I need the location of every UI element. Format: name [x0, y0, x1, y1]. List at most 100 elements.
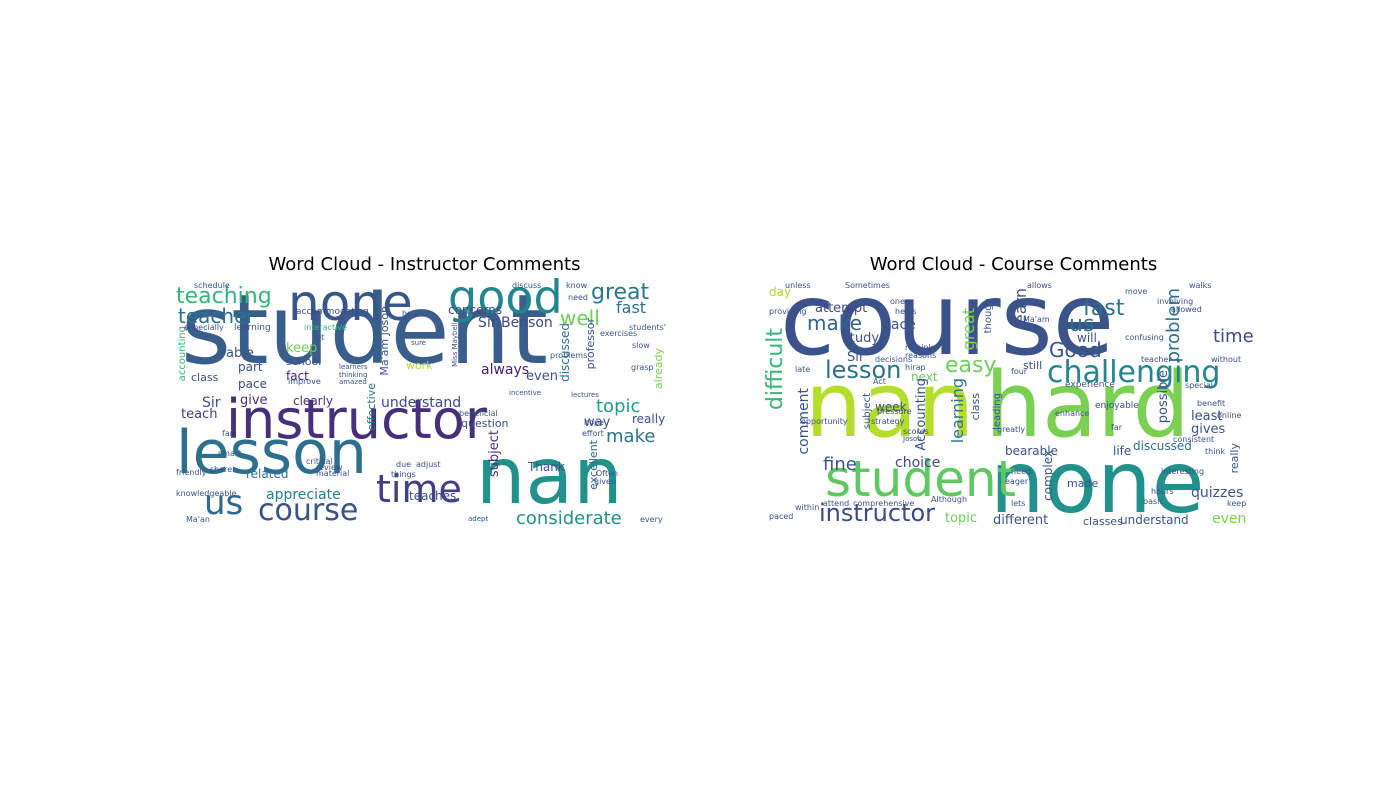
cloud-word: pace — [238, 377, 267, 391]
cloud-word: material — [316, 469, 350, 478]
cloud-word: hours — [1151, 487, 1174, 496]
cloud-word: comprehensive — [853, 499, 915, 508]
cloud-word: always — [481, 362, 530, 378]
cloud-word: four — [1011, 367, 1028, 376]
cloud-word: sure — [411, 339, 427, 347]
cloud-word: really — [632, 412, 666, 426]
cloud-word: make — [807, 311, 862, 335]
cloud-word: class — [969, 393, 982, 421]
cloud-word: even — [526, 369, 558, 384]
cloud-word: Ma'am Joson — [378, 306, 391, 376]
cloud-word: opportunity — [801, 417, 848, 426]
cloud-word: complex — [1041, 450, 1055, 501]
cloud-word: basic — [1143, 497, 1164, 506]
cloud-word: fact — [286, 369, 309, 383]
cloud-word: Joson — [903, 435, 922, 443]
cloud-word: without — [1211, 355, 1242, 364]
cloud-word: easy — [945, 353, 997, 378]
cloud-word: pace — [882, 317, 916, 333]
cloud-word: subject — [487, 430, 502, 478]
cloud-word: concerns — [448, 303, 503, 317]
cloud-word: Often — [596, 469, 619, 478]
cloud-word: student — [825, 450, 1017, 508]
cloud-word: great — [959, 308, 978, 351]
cloud-word: schedule — [194, 281, 230, 290]
cloud-word: appreciate — [266, 487, 341, 503]
cloud-word: teaches — [409, 489, 457, 503]
cloud-word: nan — [476, 432, 623, 522]
cloud-word: Act — [873, 377, 886, 386]
cloud-word: fast — [616, 298, 647, 317]
cloud-word: topic — [596, 396, 641, 417]
cloud-word: class — [191, 371, 219, 384]
cloud-word: next — [911, 370, 938, 384]
cloud-word: time — [376, 467, 462, 511]
cloud-word: week — [875, 400, 907, 414]
cloud-word: hirap — [905, 363, 926, 372]
cloud-word: eager — [1005, 477, 1029, 486]
cloud-word: bearable — [1005, 444, 1058, 458]
cloud-word: understand — [381, 395, 462, 411]
cloud-word: day — [769, 285, 792, 299]
cloud-word: strategy — [871, 417, 905, 426]
cloud-word: Although — [931, 495, 968, 504]
cloud-word: decisions — [875, 355, 913, 364]
cloud-word: benefit — [1197, 399, 1226, 408]
cloud-word: none — [288, 278, 413, 332]
cloud-word: able — [226, 346, 254, 361]
cloud-word: move — [1125, 287, 1148, 296]
cloud-word: accommodating — [296, 307, 369, 317]
cloud-word: Thank — [528, 460, 565, 474]
panel-title-instructor: Word Cloud - Instructor Comments — [268, 254, 581, 275]
cloud-word: challenging — [1047, 355, 1221, 390]
cloud-word: make — [606, 426, 656, 447]
cloud-word: adept — [468, 515, 489, 523]
cloud-word: confusing — [1125, 333, 1164, 342]
cloud-word: incentive — [509, 389, 542, 397]
cloud-word: question — [461, 417, 509, 430]
cloud-word: way — [584, 415, 611, 430]
cloud-word: Sir — [202, 395, 221, 411]
cloud-word: pressure — [877, 407, 912, 416]
cloud-word: amazed — [339, 378, 367, 386]
cloud-word: far — [222, 429, 234, 438]
cloud-word: learners — [339, 363, 368, 371]
cloud-word: lesson — [176, 418, 367, 488]
cloud-word: lets — [1011, 499, 1026, 508]
cloud-word: enhance — [1055, 409, 1090, 418]
cloud-word: especially — [184, 323, 224, 332]
cloud-word: considerate — [516, 508, 622, 529]
word-cloud-instructor: student instructor lesson nan none good time co… — [176, 278, 673, 529]
cloud-word: Sometimes — [845, 281, 890, 290]
cloud-word: least — [1191, 409, 1223, 424]
cloud-word: beneficial — [459, 409, 498, 418]
cloud-word: student — [181, 278, 548, 386]
cloud-word: though — [983, 298, 994, 334]
cloud-word: learning — [234, 323, 271, 333]
cloud-word: keep — [286, 341, 318, 356]
cloud-word: accounting — [177, 326, 188, 382]
cloud-word: different — [993, 513, 1049, 528]
panel-title-course: Word Cloud - Course Comments — [869, 254, 1158, 275]
cloud-word: teach — [181, 407, 218, 422]
cloud-word: teaching — [176, 284, 272, 309]
cloud-word: within — [795, 503, 820, 512]
cloud-word: review — [316, 463, 343, 472]
cloud-word: problems — [550, 351, 588, 360]
cloud-word: Ma'an — [186, 515, 210, 524]
cloud-word: really — [1228, 443, 1241, 474]
cloud-word: course — [780, 278, 1115, 378]
cloud-word: things — [391, 470, 416, 479]
cloud-word: discussed — [1133, 439, 1192, 453]
cloud-word: quizzes — [1191, 485, 1244, 501]
cloud-word: instructor — [819, 499, 936, 527]
cloud-word: slow — [632, 341, 650, 350]
cloud-word: every — [640, 515, 663, 524]
cloud-word: consistent — [1173, 435, 1215, 444]
cloud-word: choice — [895, 455, 941, 471]
cloud-word: improve — [288, 377, 321, 386]
cloud-word: Ma'am — [1023, 315, 1050, 324]
cloud-word: school — [286, 355, 322, 368]
cloud-word: interesting — [1161, 467, 1205, 476]
cloud-word: allowed — [1171, 305, 1202, 314]
